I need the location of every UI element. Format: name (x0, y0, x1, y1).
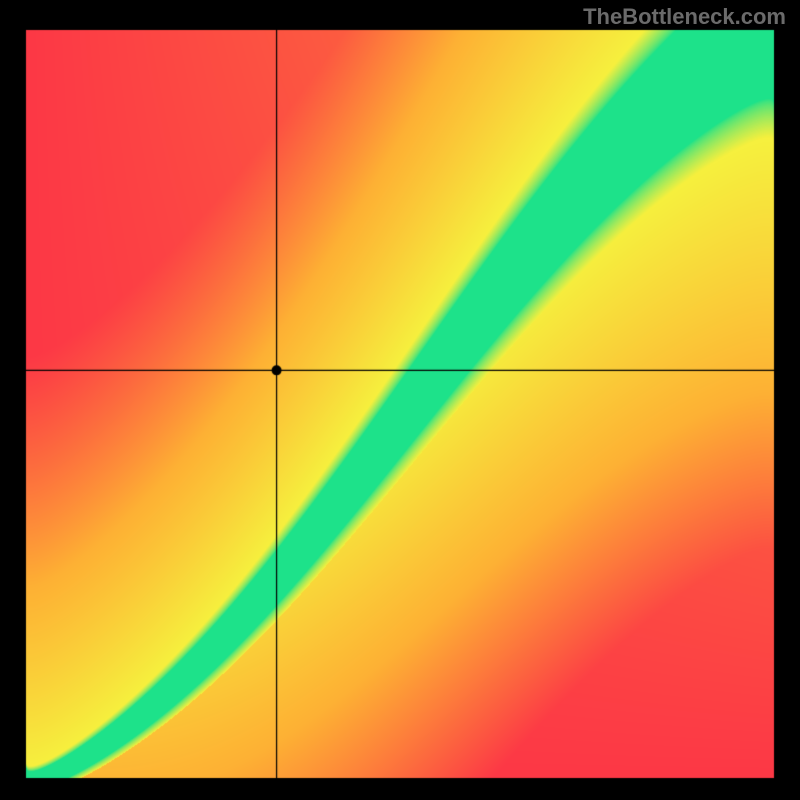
chart-container: TheBottleneck.com (0, 0, 800, 800)
heatmap-canvas (0, 0, 800, 800)
watermark-text: TheBottleneck.com (583, 4, 786, 30)
